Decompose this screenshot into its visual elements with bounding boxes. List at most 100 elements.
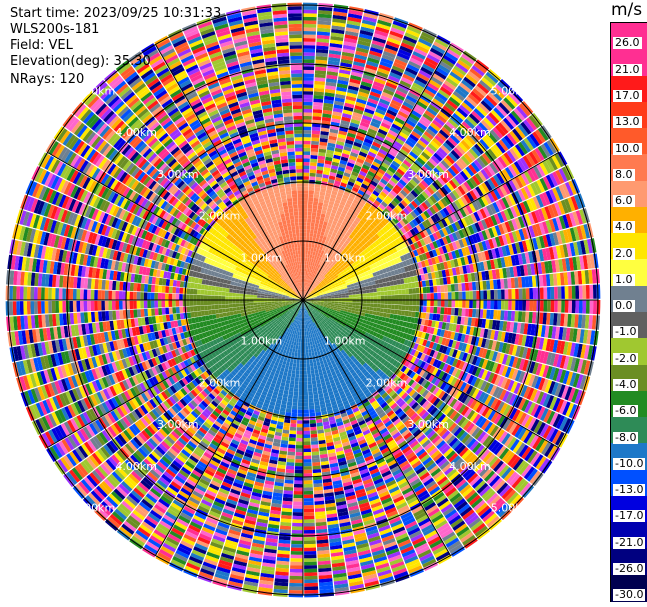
range-gate: [449, 134, 461, 145]
range-gate: [442, 105, 454, 116]
range-gate: [536, 300, 541, 312]
range-gate: [420, 212, 428, 221]
range-gate: [427, 143, 438, 153]
range-gate: [460, 256, 466, 266]
range-gate: [423, 163, 433, 172]
range-gate: [425, 57, 439, 67]
range-gate: [333, 306, 338, 310]
range-gate: [322, 224, 327, 230]
range-gate: [331, 296, 335, 299]
range-gate: [329, 255, 335, 260]
range-gate: [326, 291, 331, 294]
range-gate: [519, 202, 528, 215]
range-gate: [498, 353, 505, 364]
range-gate: [321, 309, 326, 313]
range-gate: [303, 112, 313, 117]
range-gate: [309, 300, 314, 302]
range-gate: [444, 269, 450, 277]
range-gate: [443, 307, 448, 315]
range-gate: [306, 275, 309, 280]
range-gate: [559, 369, 567, 384]
range-gate: [431, 223, 439, 232]
range-gate: [509, 266, 515, 278]
range-gate: [434, 271, 440, 279]
range-gate: [427, 258, 433, 266]
range-gate: [320, 275, 325, 279]
range-gate: [582, 255, 589, 270]
range-gate: [338, 130, 348, 136]
range-gate: [489, 259, 496, 270]
range-gate: [589, 300, 594, 314]
range-gate: [418, 118, 430, 128]
range-gate: [374, 279, 380, 285]
range-gate: [509, 206, 518, 218]
range-gate: [378, 203, 386, 211]
range-gate: [314, 289, 318, 293]
range-gate: [357, 236, 363, 243]
range-gate: [413, 47, 428, 57]
range-gate: [437, 63, 451, 74]
range-gate: [320, 300, 325, 303]
range-gate: [368, 313, 373, 319]
range-gate: [320, 279, 324, 284]
range-gate: [377, 295, 381, 300]
range-gate: [349, 205, 356, 211]
range-gate: [369, 214, 377, 221]
range-gate: [436, 307, 441, 314]
range-gate: [338, 72, 350, 79]
range-gate: [545, 365, 553, 379]
range-gate: [314, 401, 320, 406]
range-gate: [463, 334, 470, 344]
range-gate: [508, 193, 517, 206]
range-gate: [404, 215, 412, 223]
range-gate: [442, 277, 448, 285]
range-gate: [371, 326, 376, 332]
range-gate: [418, 154, 428, 163]
range-gate: [323, 304, 328, 307]
range-gate: [495, 268, 501, 279]
range-gate: [393, 280, 398, 286]
range-gate: [327, 294, 331, 297]
range-gate: [530, 403, 540, 417]
range-gate: [420, 318, 426, 326]
range-gate: [491, 237, 498, 248]
range-gate: [404, 266, 409, 273]
range-gate: [568, 300, 573, 313]
range-gate: [338, 274, 343, 279]
range-gate: [372, 211, 379, 219]
range-gate: [486, 383, 494, 395]
range-gate: [496, 258, 503, 269]
range-gate: [433, 285, 438, 293]
range-gate: [499, 184, 508, 197]
range-gate: [408, 202, 416, 211]
range-gate: [566, 243, 573, 257]
range-gate: [309, 409, 315, 414]
range-gate: [532, 196, 541, 209]
range-gate: [422, 339, 428, 347]
range-gate: [313, 248, 317, 253]
range-gate: [316, 294, 321, 297]
range-gate: [361, 144, 371, 151]
range-gate: [528, 251, 534, 264]
range-gate: [491, 319, 497, 330]
range-gate: [407, 153, 417, 162]
range-gate: [387, 75, 400, 83]
range-gate: [312, 251, 316, 256]
range-gate: [422, 112, 434, 122]
range-gate: [475, 281, 480, 291]
range-gate: [350, 249, 356, 255]
range-gate: [306, 286, 309, 291]
range-gate: [456, 275, 462, 284]
range-gate: [533, 420, 543, 434]
range-gate: [469, 291, 473, 300]
range-gate: [524, 335, 531, 347]
range-gate: [331, 247, 336, 253]
range-gate: [383, 217, 390, 224]
range-gate: [458, 291, 463, 300]
range-gate: [431, 272, 436, 279]
range-gate: [483, 74, 497, 87]
range-gate: [316, 296, 321, 298]
range-gate: [433, 152, 443, 162]
range-gate: [307, 291, 311, 295]
range-gate: [472, 88, 485, 100]
